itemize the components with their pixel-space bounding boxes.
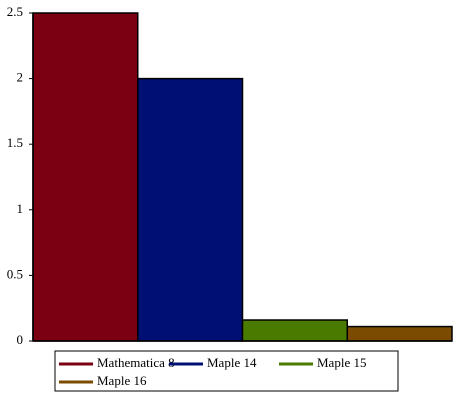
bar <box>346 325 453 342</box>
legend-label: Maple 14 <box>207 355 257 370</box>
y-tick-label: 0 <box>17 332 24 347</box>
legend-label: Mathematica 8 <box>97 355 175 370</box>
bar <box>241 319 348 342</box>
legend-box <box>54 350 399 392</box>
legend-label: Maple 16 <box>97 373 147 388</box>
y-tick-label: 1.5 <box>7 135 23 150</box>
y-tick-label: 2 <box>17 70 24 85</box>
bar <box>137 77 244 342</box>
y-tick-label: 0.5 <box>7 266 23 281</box>
y-tick-label: 2.5 <box>7 4 23 19</box>
y-tick-label: 1 <box>17 201 24 216</box>
legend-label: Maple 15 <box>317 355 366 370</box>
bar <box>32 12 139 342</box>
